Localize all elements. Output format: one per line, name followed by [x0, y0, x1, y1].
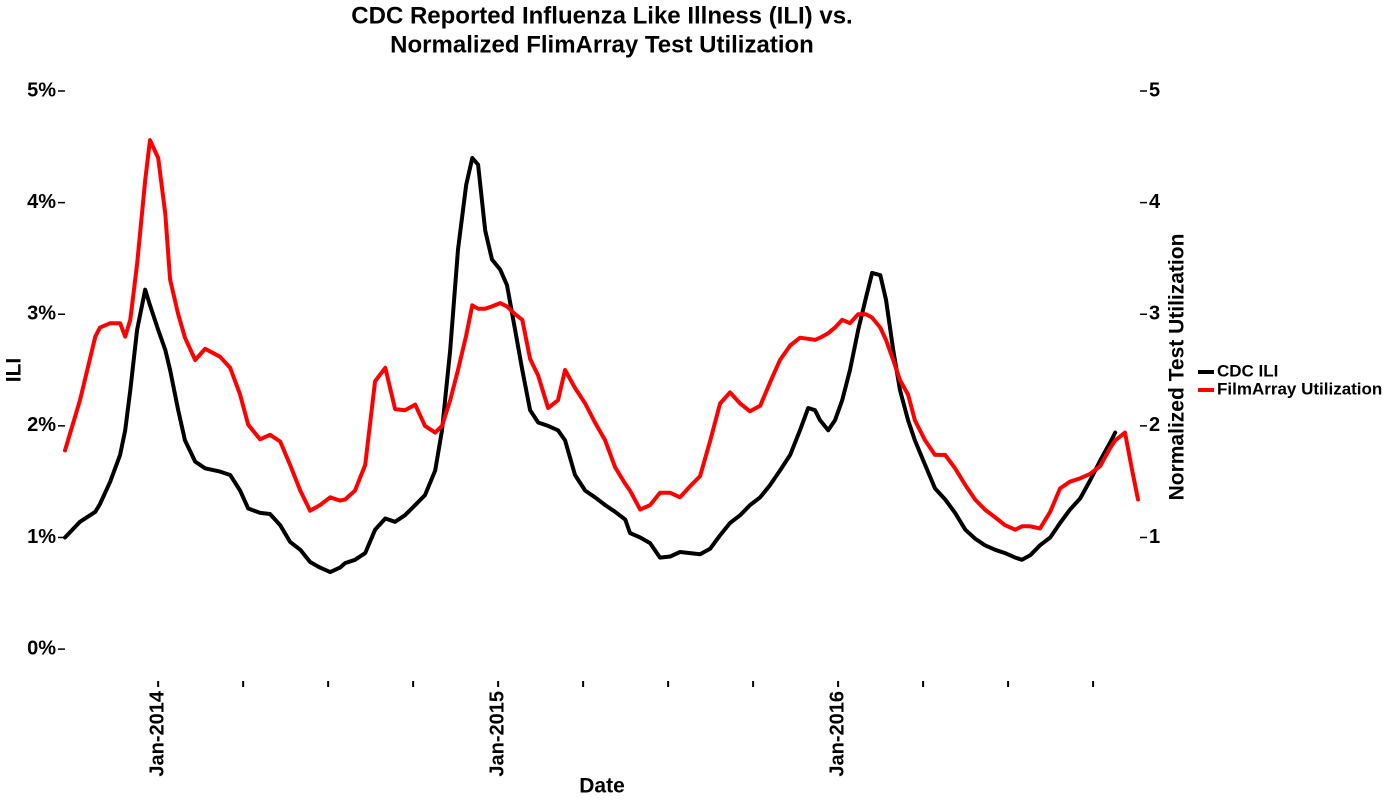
chart-title: Normalized FlimArray Test Utilization: [390, 31, 814, 58]
y2-axis-title: Normalized Test Utilization: [1166, 234, 1189, 501]
y2-tick-label: 5: [1149, 79, 1160, 101]
y-tick-label: 3%: [27, 303, 56, 325]
line-series: [63, 156, 1118, 575]
legend-label: FilmArray Utilization: [1217, 379, 1382, 398]
x-tick-label: Jan-2014: [146, 690, 168, 776]
x-axis-title: Date: [579, 775, 625, 798]
y-tick-label: 2%: [27, 414, 56, 436]
y-tick-label: 0%: [27, 637, 56, 659]
y-tick-label: 4%: [27, 191, 56, 213]
y-tick-label: 5%: [27, 79, 56, 101]
legend-label: CDC ILI: [1217, 361, 1278, 380]
y2-tick-label: 4: [1149, 191, 1161, 213]
x-tick-label: Jan-2015: [486, 691, 508, 777]
y2-tick-label: 1: [1149, 526, 1160, 548]
x-tick-label: Jan-2016: [826, 691, 848, 777]
line-series: [63, 138, 1140, 532]
y2-tick-label: 2: [1149, 414, 1160, 436]
y-tick-label: 1%: [27, 526, 56, 548]
y2-tick-label: 3: [1149, 303, 1160, 325]
chart-title: CDC Reported Influenza Like Illness (ILI…: [351, 2, 852, 29]
y-axis-title: ILI: [3, 358, 26, 383]
